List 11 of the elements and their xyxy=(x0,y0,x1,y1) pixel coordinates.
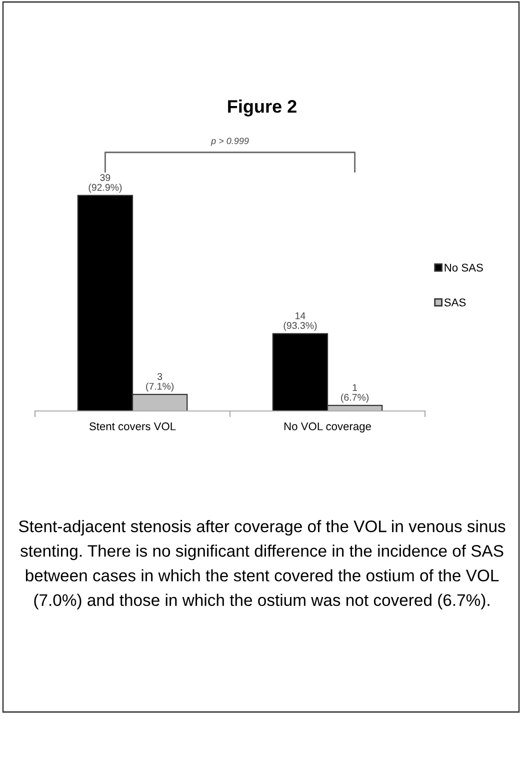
data-label: 1 (6.7%) xyxy=(341,384,369,403)
text: p > 0.999 xyxy=(210,138,249,146)
data-label: 39 (92.9%) xyxy=(88,174,122,193)
data-label: 3 (7.1%) xyxy=(146,373,174,392)
chart-title: Figure 2 xyxy=(228,100,296,116)
x-tick-label: Stent covers VOL xyxy=(89,422,176,430)
x-tick-label: No VOL coverage xyxy=(284,422,371,432)
legend-label: No SAS xyxy=(444,264,483,272)
legend-label: SAS xyxy=(444,298,466,306)
text: Stent-adjacent stenosis after coverage of the VOL in venous sinus stenting. There is no significant difference in the incidence of SAS between cases in which the stent covered the ostium of the VOL (7.0%) and those in which the ostium was not covered (6.7%). xyxy=(18,520,506,610)
data-label: 14 (93.3%) xyxy=(284,312,317,331)
